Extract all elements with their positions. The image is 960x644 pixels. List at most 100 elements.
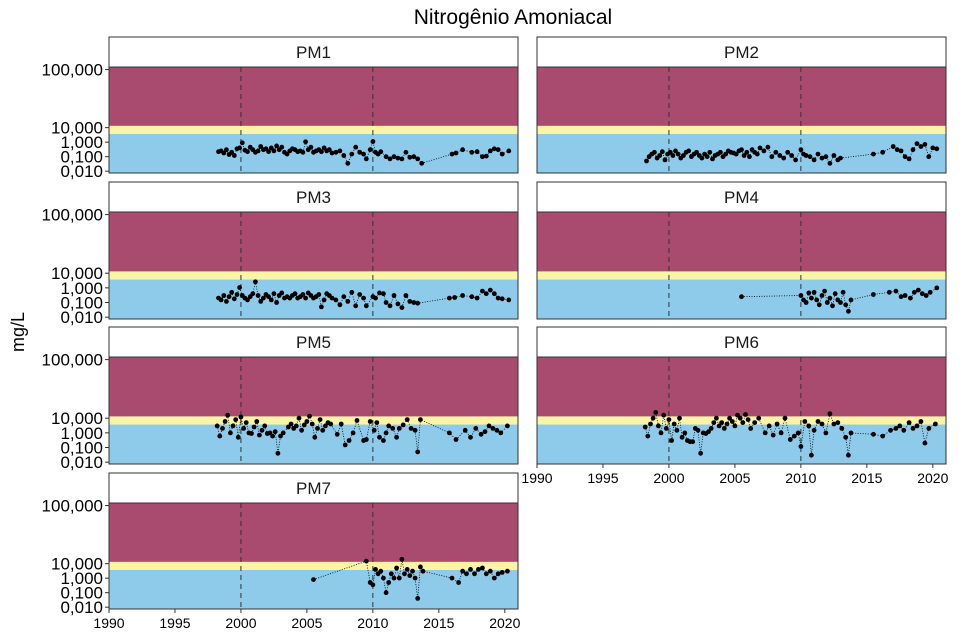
data-point [229,149,235,155]
data-point [353,144,359,150]
data-point [349,151,355,157]
data-point [267,430,273,436]
data-point [814,297,820,303]
data-point [838,300,843,305]
data-point [830,303,835,309]
data-point [254,419,260,424]
data-point [383,430,389,436]
data-point [391,575,397,581]
data-point [357,149,363,155]
data-point [843,434,849,440]
panel-strip [536,36,947,68]
data-point [395,301,401,307]
panel-strip-label: PM1 [296,43,331,62]
data-point [811,427,817,433]
data-point [367,147,373,153]
panel-strip-label: PM3 [296,188,331,207]
data-point [353,303,359,309]
data-point [809,295,814,301]
data-point [499,570,505,575]
data-point [349,289,355,295]
data-point [791,433,797,439]
x-tick-label: 1990 [521,470,552,486]
data-point [699,155,705,161]
data-point [255,148,261,154]
panel-strip-label: PM5 [296,333,331,352]
data-point [329,150,335,156]
data-point [747,154,752,160]
data-point [679,434,685,440]
data-point [823,154,829,160]
y-tick-label: 0,010 [60,453,103,472]
data-point [381,438,386,443]
x-tick-label: 2020 [489,615,520,631]
data-point [483,571,489,577]
data-point [403,149,409,155]
y-axis-label: mg/L [8,312,28,352]
data-point [777,153,783,158]
panel-pm4: PM4 [536,181,947,320]
data-point [363,437,369,442]
data-point [420,568,426,574]
data-point [748,426,754,431]
data-point [274,300,279,305]
background-band [537,279,946,319]
data-point [387,303,393,309]
data-point [419,160,425,166]
data-point [754,151,760,157]
panel-strip [108,36,519,68]
data-point [476,567,481,572]
data-point [724,421,730,427]
background-band [109,67,518,126]
data-point [245,297,250,303]
data-point [218,297,224,303]
data-point [906,156,912,162]
data-point [345,299,351,304]
data-point [394,565,399,571]
data-point [711,420,717,425]
data-point [407,154,413,160]
y-tick-label: 10,000 [51,119,103,138]
panel-strip-label: PM7 [296,479,331,498]
data-point [266,294,271,300]
data-point [922,440,928,446]
data-point [673,148,678,154]
data-point [317,417,323,422]
data-point [815,151,821,157]
data-point [408,426,414,431]
data-point [268,297,274,303]
x-tick-label: 2010 [357,615,388,631]
y-tick-label: 0,100 [60,294,103,313]
data-point [769,154,775,160]
data-point [337,302,343,308]
y-tick-label: 0,010 [60,162,103,181]
x-tick-label: 1995 [159,615,190,631]
data-point [271,148,277,154]
y-tick-label: 1,000 [60,424,103,443]
data-point [381,575,386,581]
data-point [407,573,413,578]
data-point [386,580,392,585]
data-point [766,423,772,429]
data-point [258,299,264,304]
data-point [902,293,908,298]
data-point [666,417,672,422]
data-point [321,297,327,303]
data-point [288,421,294,427]
data-point [657,153,663,158]
data-point [224,299,229,304]
x-tick-label: 2005 [719,470,750,486]
data-point [370,582,376,588]
data-point [333,149,339,155]
data-point [708,426,714,431]
data-point [934,146,940,152]
data-point [762,430,768,436]
data-point [721,426,727,431]
background-band [109,271,518,280]
data-point [447,295,452,301]
data-point [328,421,334,427]
data-point [714,415,719,421]
data-point [293,423,299,429]
data-point [251,424,257,430]
y-tick-label: 1,000 [60,569,103,588]
